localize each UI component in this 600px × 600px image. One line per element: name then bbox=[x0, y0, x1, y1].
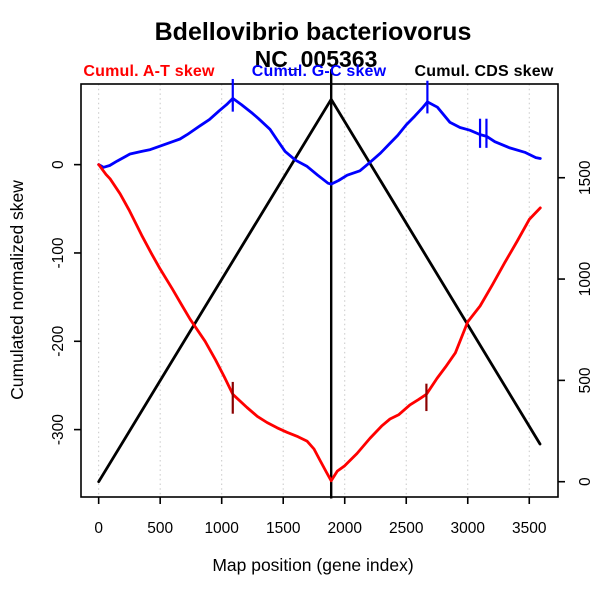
x-tick-label: 1500 bbox=[266, 520, 301, 537]
x-tick-label: 2500 bbox=[389, 520, 424, 537]
y-right-tick-label: 0 bbox=[577, 477, 594, 486]
x-tick-label: 1000 bbox=[204, 520, 239, 537]
x-tick-label: 0 bbox=[94, 520, 103, 537]
x-tick-label: 3000 bbox=[451, 520, 486, 537]
plot-border bbox=[80, 83, 559, 498]
series-cumul-g-c-skew bbox=[97, 97, 542, 186]
y-left-tick-label: -200 bbox=[50, 325, 67, 356]
y-axis-label: Cumulated normalized skew bbox=[7, 180, 27, 400]
y-left-tick-label: -300 bbox=[50, 414, 67, 445]
series-cumul-cds-skew bbox=[97, 97, 542, 484]
y-right-tick-label: 1500 bbox=[577, 160, 594, 195]
plot-subtitle: NC_005363 bbox=[254, 46, 378, 72]
x-tick-label: 500 bbox=[147, 520, 173, 537]
y-right-tick-label: 500 bbox=[577, 367, 594, 393]
y-left-tick-label: 0 bbox=[50, 160, 67, 169]
plot-title: Bdellovibrio bacteriovorus bbox=[154, 18, 472, 46]
y-left-tick-label: -100 bbox=[50, 237, 67, 268]
legend-label-at-skew: Cumul. A-T skew bbox=[83, 63, 215, 80]
x-tick-label: 3500 bbox=[512, 520, 547, 537]
legend-label-gc-skew: Cumul. G-C skew bbox=[251, 63, 387, 80]
x-axis-label: Map position (gene index) bbox=[212, 555, 413, 575]
series-cumul-a-t-skew bbox=[97, 163, 542, 483]
y-right-tick-label: 1000 bbox=[577, 261, 594, 296]
chart-layer: 0 500 1000 1500 2000 2500 3000 3500 0 -100 -200 -30… bbox=[50, 69, 594, 537]
legend-label-cds-skew: Cumul. CDS skew bbox=[414, 63, 554, 80]
x-tick-label: 2000 bbox=[327, 520, 362, 537]
